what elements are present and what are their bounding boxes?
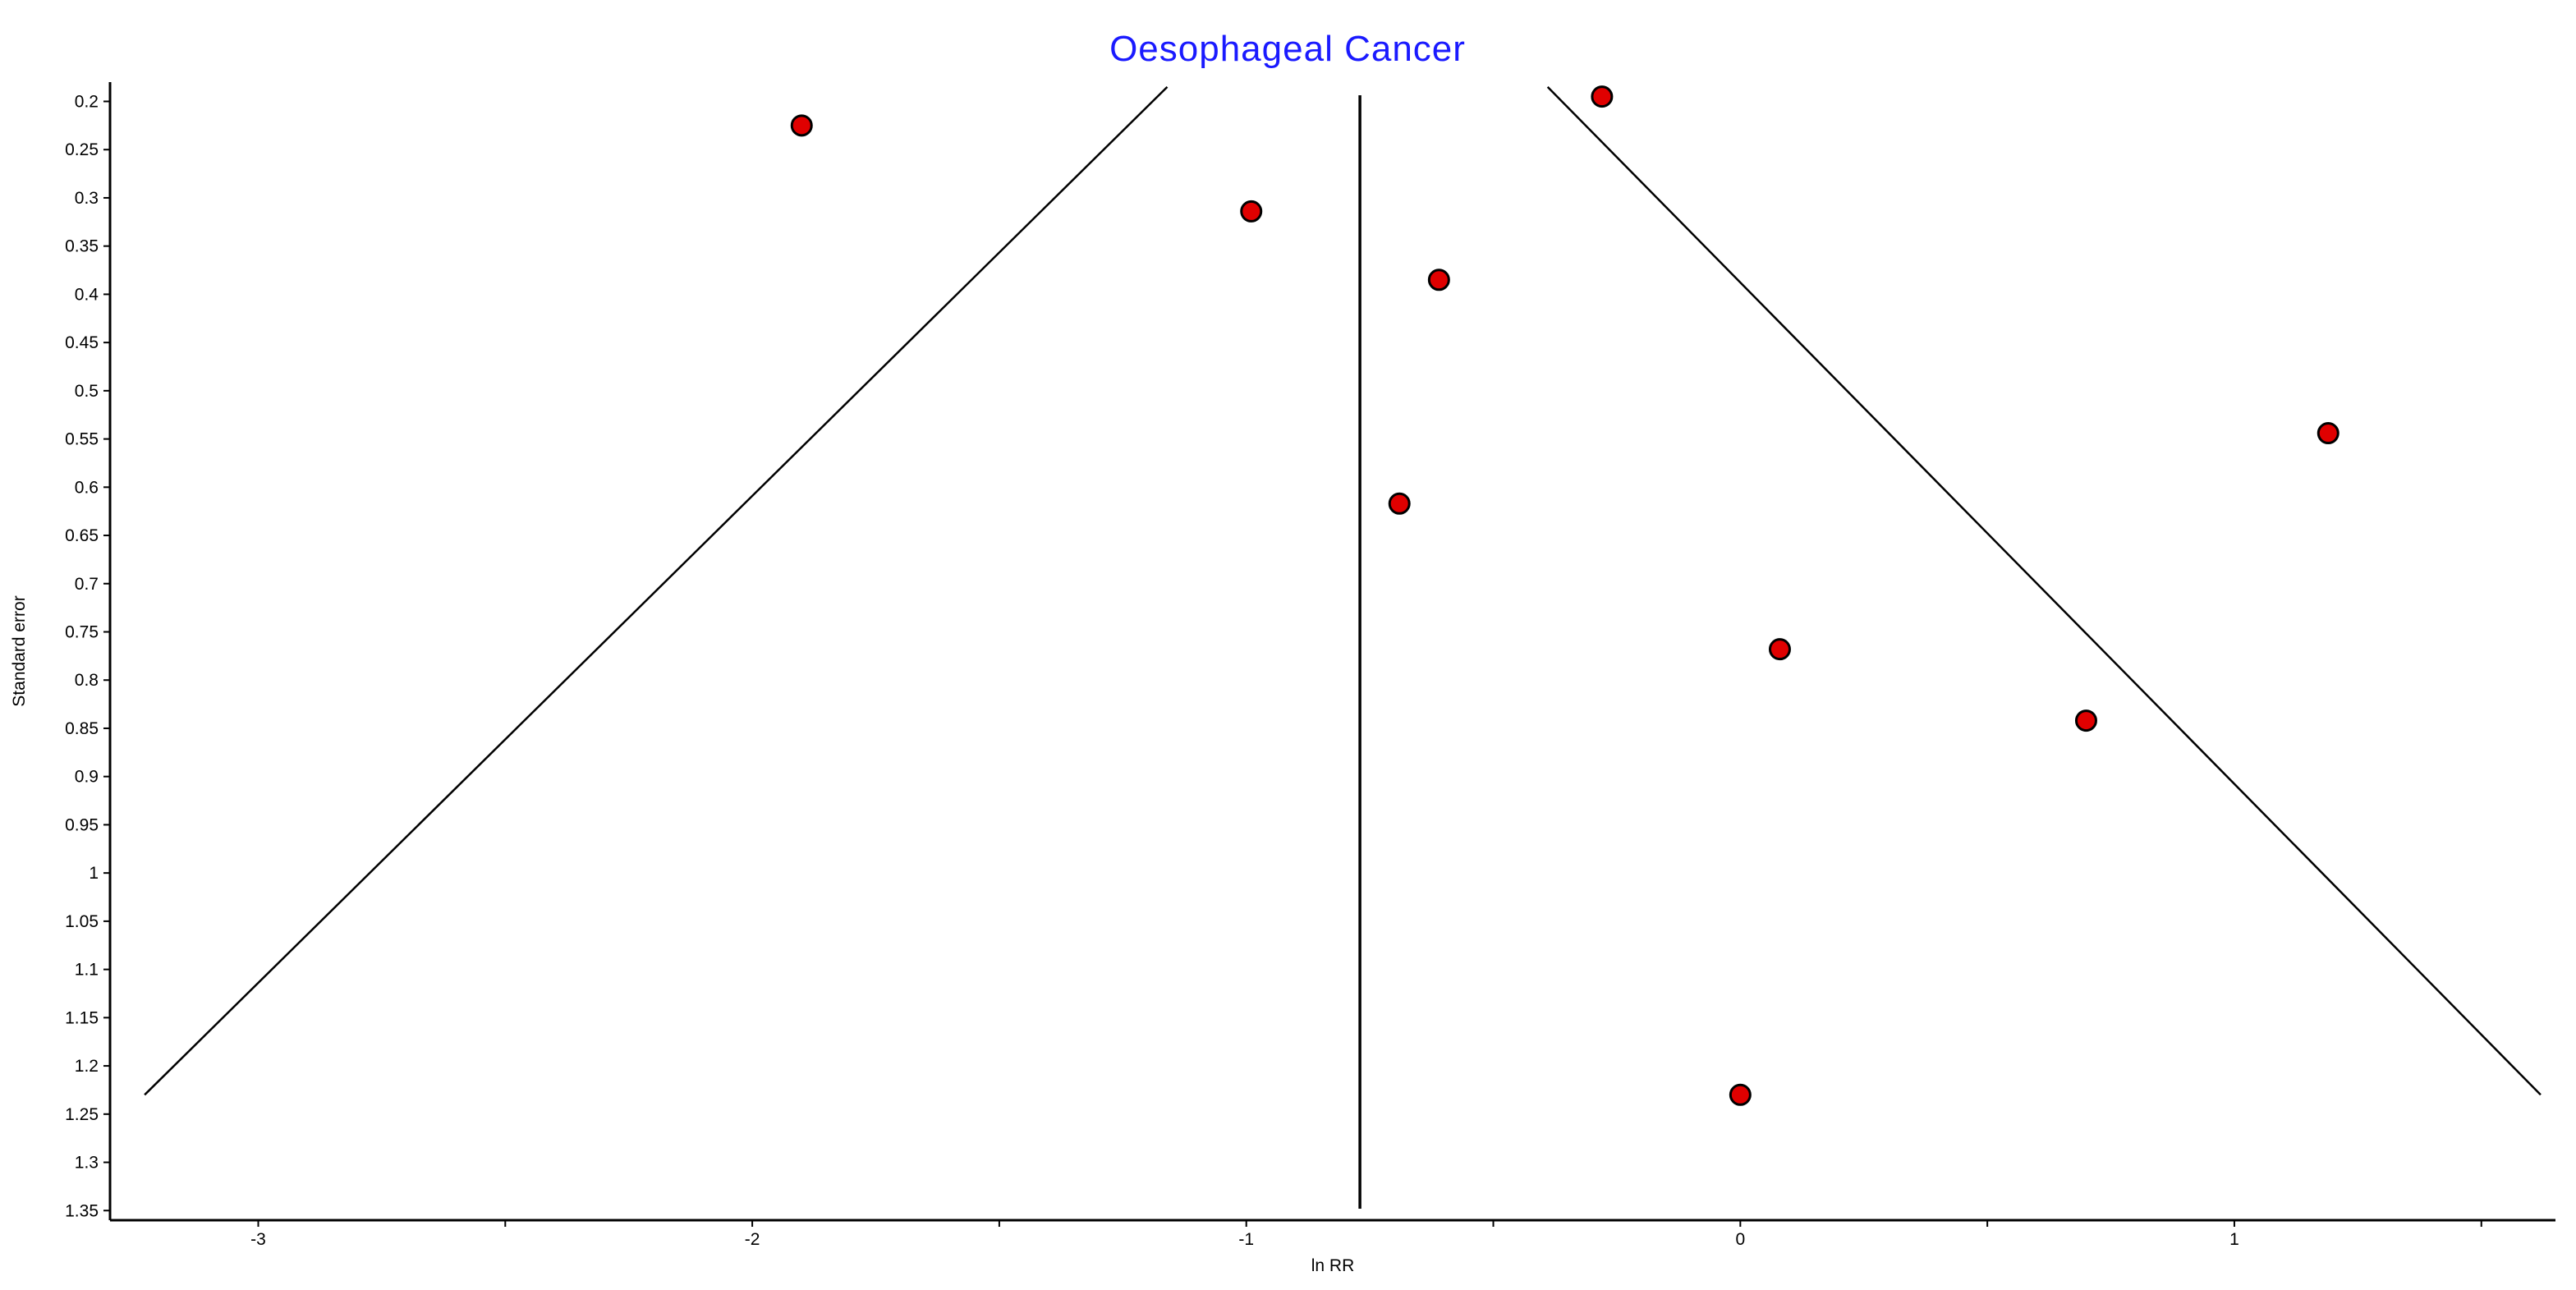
data-point xyxy=(1240,200,1263,223)
y-tick-label: 0.3 xyxy=(75,189,99,208)
y-tick-label: 1.3 xyxy=(75,1154,99,1173)
x-tick-label: -2 xyxy=(745,1230,760,1249)
y-ticks: 0.2 0.25 0.3 0.35 0.4 0.45 0.5 0.55 0.6 0.65 0.7 0.… xyxy=(65,92,110,1220)
funnel-right-line xyxy=(1546,85,2542,1096)
y-tick-label: 0.2 xyxy=(75,92,99,111)
y-tick-label: 0.85 xyxy=(65,719,99,738)
y-tick-label: 0.25 xyxy=(65,140,99,159)
y-tick-label: 1.15 xyxy=(65,1008,99,1027)
x-tick-label: -3 xyxy=(250,1230,266,1249)
funnel-lines xyxy=(144,85,2542,1209)
y-tick-label: 1.1 xyxy=(75,961,99,980)
data-point xyxy=(790,114,813,137)
y-tick-label: 1 xyxy=(89,864,99,883)
funnel-left-line xyxy=(144,85,1169,1096)
y-tick-label: 0.65 xyxy=(65,526,99,545)
y-axis-label: Standard error xyxy=(10,595,29,706)
y-tick-label: 0.4 xyxy=(75,285,99,304)
y-tick-label: 0.8 xyxy=(75,671,99,690)
y-tick-label: 0.95 xyxy=(65,815,99,834)
data-points xyxy=(790,85,2340,1106)
data-point xyxy=(1729,1083,1752,1106)
y-tick-label: 0.5 xyxy=(75,382,99,401)
x-tick-label: 0 xyxy=(1735,1230,1745,1249)
y-tick-label: 0.45 xyxy=(65,333,99,352)
y-tick-label: 1.2 xyxy=(75,1057,99,1076)
data-point xyxy=(1427,269,1450,292)
data-point xyxy=(1591,85,1614,108)
x-axis-label: ln RR xyxy=(1311,1256,1355,1275)
y-tick-label: 0.35 xyxy=(65,237,99,256)
y-tick-label: 0.9 xyxy=(75,768,99,787)
y-tick-label: 0.6 xyxy=(75,478,99,497)
y-tick-label: 0.7 xyxy=(75,575,99,594)
y-tick-label: 1.05 xyxy=(65,912,99,931)
y-tick-label: 1.35 xyxy=(65,1201,99,1220)
chart-title: Oesophageal Cancer xyxy=(1109,29,1466,69)
y-tick-label: 0.55 xyxy=(65,430,99,449)
x-ticks: -3 -2 -1 0 1 xyxy=(250,1220,2482,1249)
data-point xyxy=(1388,492,1411,515)
data-point xyxy=(1768,638,1791,661)
axes xyxy=(108,82,2555,1222)
y-tick-label: 1.25 xyxy=(65,1105,99,1124)
data-point xyxy=(2317,422,2340,445)
x-tick-label: -1 xyxy=(1238,1230,1254,1249)
x-tick-label: 1 xyxy=(2229,1230,2239,1249)
data-point xyxy=(2074,709,2097,732)
y-tick-label: 0.75 xyxy=(65,623,99,642)
